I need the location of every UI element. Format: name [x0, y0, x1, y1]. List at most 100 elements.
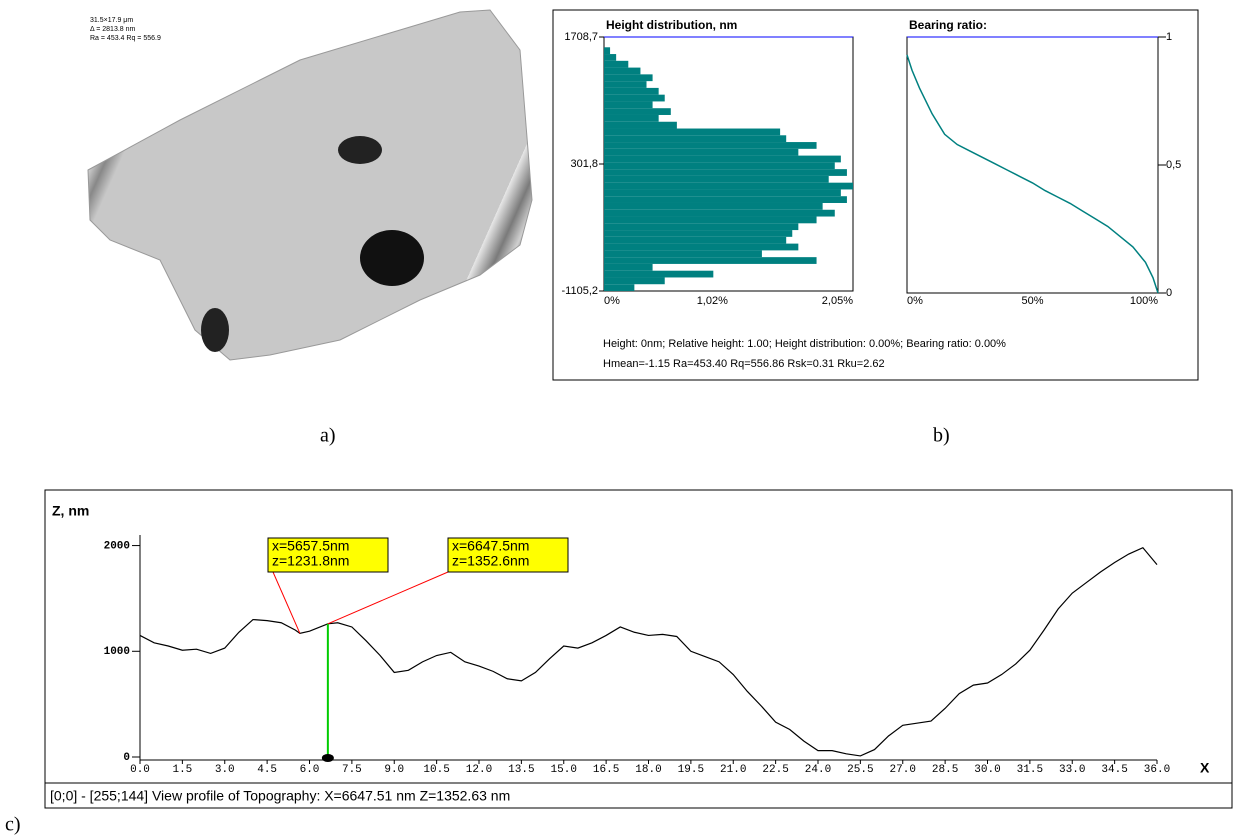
x-tick-label: 1.5	[172, 764, 192, 776]
cursor-handle	[321, 754, 334, 762]
panel-label: c)	[5, 814, 21, 836]
dark-spot	[360, 230, 424, 286]
bar	[604, 101, 653, 109]
bar	[604, 196, 847, 203]
x-tick-label: 9.0	[384, 764, 404, 776]
x-tick-label: 30.0	[974, 764, 1000, 776]
image-info: 31.5×17.9 μm	[90, 17, 133, 24]
bar	[604, 67, 641, 75]
image-info: Ra = 453.4 Rq = 556.9	[90, 35, 161, 42]
status: [0;0] - [255;144] View profile of Topogr…	[50, 788, 510, 804]
x-tick-label: 0%	[604, 295, 620, 307]
x-tick-label: 0%	[907, 295, 923, 307]
y-tick-label: 0,5	[1166, 159, 1181, 171]
y-tick-label: 0	[1166, 287, 1172, 299]
status: Height: 0nm; Relative height: 1.00; Heig…	[603, 338, 1006, 350]
x-tick-label: 6.0	[300, 764, 320, 776]
y-tick-label: 2000	[104, 540, 130, 552]
x-tick-label: 4.5	[257, 764, 277, 776]
dark-spot	[201, 308, 229, 352]
bar	[604, 202, 823, 210]
y-tick-label: 1000	[104, 646, 130, 658]
bar	[604, 162, 835, 170]
bar	[604, 81, 647, 88]
y-tick-label: 1	[1166, 31, 1172, 43]
annotation: z=1231.8nm	[272, 553, 349, 569]
chart-title: Bearing ratio:	[909, 18, 987, 32]
image-info: Δ = 2813.8 nm	[90, 26, 136, 33]
leader	[272, 571, 301, 634]
annotation: x=6647.5nm	[452, 538, 529, 554]
x-tick-label: 24.0	[805, 764, 831, 776]
bar	[604, 108, 671, 115]
x-tick-label: 22.5	[762, 764, 788, 776]
panel-label: b)	[933, 425, 950, 447]
x-tick-label: 50%	[1021, 295, 1043, 307]
line	[906, 54, 1159, 294]
x-tick-label: 15.0	[551, 764, 577, 776]
chart-title: Height distribution, nm	[606, 18, 737, 32]
annotation-box	[447, 537, 569, 573]
x-tick-label: 16.5	[593, 764, 619, 776]
bar	[604, 277, 665, 285]
x-tick-label: 33.0	[1059, 764, 1085, 776]
x-tick-label: 3.0	[215, 764, 235, 776]
panel-c-frame	[44, 489, 1233, 809]
y-tick-label: 0	[123, 752, 130, 764]
x-tick-label: 25.5	[847, 764, 873, 776]
bar	[604, 169, 847, 176]
surface	[87, 9, 533, 361]
bar	[604, 257, 817, 264]
y-axis-label: Z, nm	[52, 503, 89, 519]
x-tick-label: 34.5	[1101, 764, 1127, 776]
bar	[604, 209, 835, 217]
bar	[604, 60, 629, 68]
panel-label: a)	[320, 425, 336, 447]
bar	[604, 94, 665, 102]
bar	[604, 216, 817, 224]
x-tick-label: 12.0	[466, 764, 492, 776]
x-tick-label: 100%	[1130, 295, 1158, 307]
y-tick-label: 1708,7	[564, 31, 598, 43]
x-tick-label: 0.0	[130, 764, 150, 776]
y-tick-label: -1105,2	[562, 285, 599, 297]
bar	[604, 263, 653, 271]
bar	[604, 250, 762, 258]
x-tick-label: 27.0	[890, 764, 916, 776]
bar	[604, 236, 787, 244]
x-tick-label: 31.5	[1017, 764, 1043, 776]
y-tick-label: 301,8	[570, 158, 598, 170]
x-tick-label: 13.5	[508, 764, 534, 776]
panel-b-frame	[552, 9, 1199, 381]
bar	[604, 114, 659, 122]
bar	[604, 284, 635, 291]
bar	[604, 189, 841, 197]
bar	[604, 230, 793, 237]
status: Hmean=-1.15 Ra=453.40 Rq=556.86 Rsk=0.31…	[603, 358, 885, 370]
bar	[604, 87, 659, 95]
bar	[604, 182, 853, 190]
x-axis-label: X	[1200, 760, 1210, 776]
x-tick-label: 21.0	[720, 764, 746, 776]
bar	[604, 243, 799, 251]
x-tick-label: 1,02%	[697, 295, 728, 307]
leader	[327, 571, 449, 625]
plot-frame	[906, 36, 1159, 294]
bar	[604, 155, 841, 163]
bar	[604, 74, 653, 82]
afm-image: 31.5×17.9 μm Δ = 2813.8 nm Ra = 453.4 Rq…	[87, 9, 533, 361]
x-tick-label: 36.0	[1144, 764, 1170, 776]
x-tick-label: 7.5	[342, 764, 362, 776]
x-tick-label: 18.0	[635, 764, 661, 776]
bar	[604, 142, 817, 149]
bar	[604, 47, 611, 55]
line	[139, 546, 1158, 757]
bar	[604, 175, 829, 183]
bar	[604, 148, 799, 156]
bar	[604, 121, 677, 129]
annotation-box	[267, 537, 389, 573]
bar	[604, 128, 781, 136]
bar	[604, 223, 799, 231]
dark-spot	[338, 136, 382, 164]
